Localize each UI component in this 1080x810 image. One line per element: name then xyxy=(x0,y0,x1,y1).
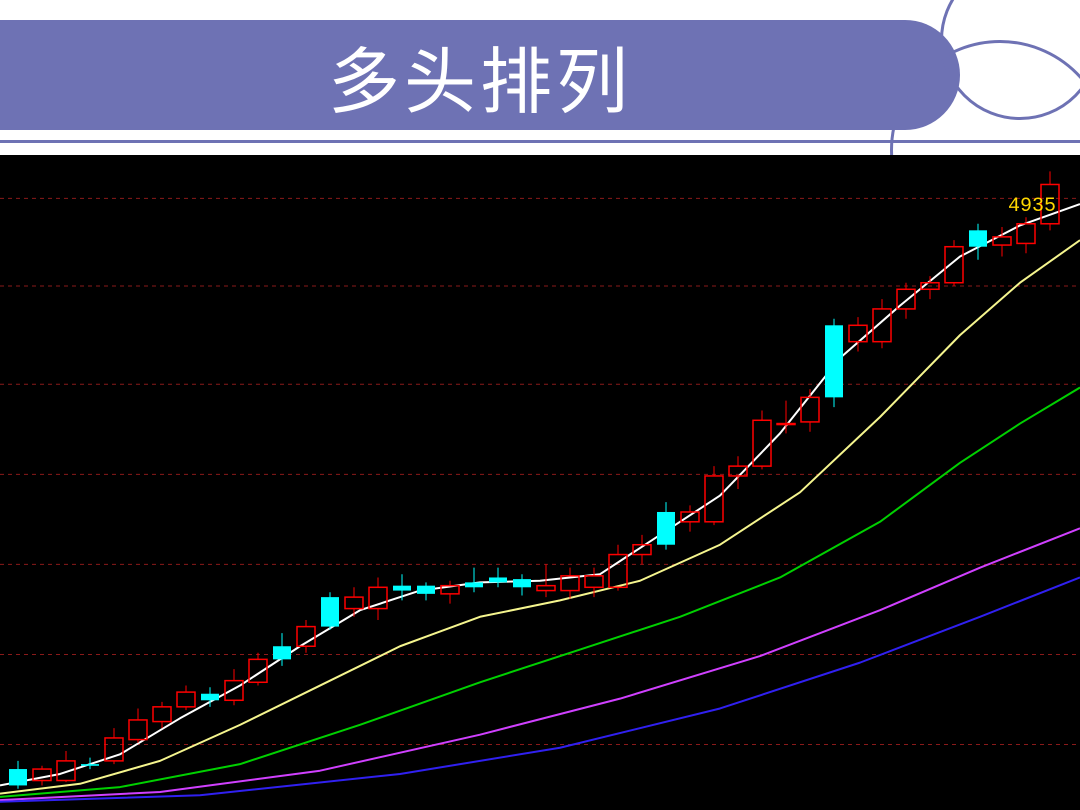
slide: 多头排列 4935 xyxy=(0,0,1080,810)
chart-svg xyxy=(0,155,1080,810)
title-bar: 多头排列 xyxy=(0,20,960,130)
price-label: 4935 xyxy=(1008,195,1056,218)
candlestick-chart: 4935 xyxy=(0,155,1080,810)
slide-title: 多头排列 xyxy=(328,23,632,128)
